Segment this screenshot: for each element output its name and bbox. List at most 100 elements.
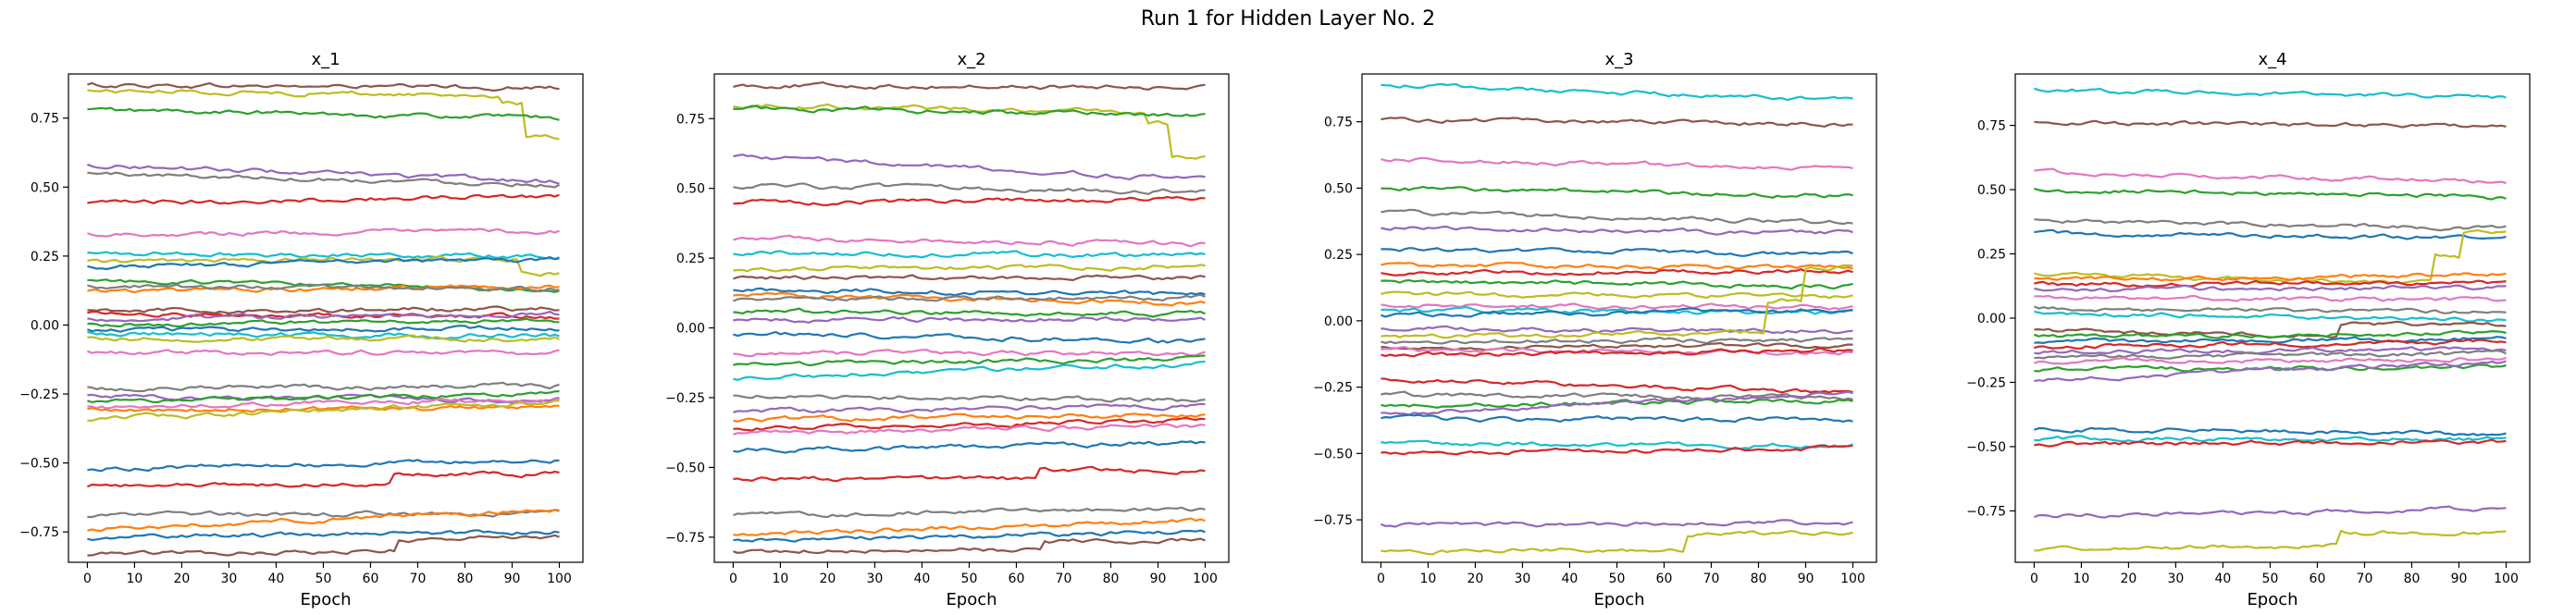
- series-line: [1381, 290, 1853, 300]
- x-tick-label: 90: [1150, 572, 1167, 586]
- x-tick-label: 30: [221, 572, 238, 586]
- series-line: [1381, 185, 1853, 199]
- y-tick-label: 0.00: [1324, 314, 1353, 329]
- series-line: [733, 412, 1206, 423]
- series-line: [87, 334, 560, 343]
- series-line: [87, 381, 560, 393]
- series-line: [733, 394, 1206, 403]
- subplot-title: x_3: [1604, 50, 1633, 69]
- x-tick-label: 10: [126, 572, 142, 586]
- series-line: [733, 360, 1206, 381]
- y-tick-label: −0.25: [1966, 375, 2006, 390]
- series-line: [87, 283, 560, 293]
- x-tick-label: 80: [1103, 572, 1120, 586]
- x-tick-label: 70: [1703, 572, 1720, 586]
- x-tick-label: 40: [1562, 572, 1579, 586]
- series-line: [2034, 529, 2507, 552]
- x-tick-label: 0: [729, 572, 737, 586]
- y-tick-label: −0.75: [1966, 504, 2006, 519]
- x-axis-label: Epoch: [2247, 590, 2297, 609]
- subplot-title: x_4: [2258, 50, 2286, 69]
- series-line: [2033, 505, 2507, 519]
- series-line: [2034, 426, 2507, 437]
- plot-frame: [68, 73, 584, 563]
- x-tick-label: 10: [1419, 572, 1436, 586]
- series-line: [1381, 346, 1853, 356]
- series-line: [1381, 264, 1853, 339]
- y-tick-label: −0.50: [19, 457, 59, 472]
- series-line: [2034, 329, 2507, 339]
- y-tick-label: 0.25: [31, 250, 59, 264]
- series-line: [1381, 268, 1853, 277]
- x-axis-label: Epoch: [1593, 590, 1644, 609]
- subplot-title: x_1: [311, 50, 340, 69]
- series-line: [1381, 226, 1853, 236]
- y-tick-label: −0.25: [665, 391, 705, 406]
- series-line: [86, 325, 560, 333]
- series-line: [733, 465, 1206, 483]
- x-tick-label: 70: [410, 572, 427, 586]
- series-group: [2033, 87, 2507, 552]
- y-tick-label: 0.50: [1977, 183, 2006, 198]
- y-tick-label: 0.25: [676, 252, 705, 266]
- y-tick-label: 0.50: [31, 180, 59, 195]
- series-line: [87, 256, 560, 271]
- x-tick-label: 20: [2121, 572, 2137, 586]
- x-tick-label: 0: [2030, 572, 2038, 586]
- series-line: [2034, 218, 2507, 232]
- x-tick-label: 50: [961, 572, 978, 586]
- subplot-2: x_2 0 10 20 30 40 50 60 70 80 90 100 −0.75 −0.50 −0.25…: [665, 50, 1230, 609]
- series-line: [87, 400, 560, 422]
- series-line: [732, 293, 1206, 302]
- series-line: [733, 506, 1206, 519]
- series-line: [733, 440, 1206, 454]
- series-line: [1381, 337, 1853, 345]
- series-line: [86, 470, 560, 488]
- series-line: [733, 529, 1206, 543]
- series-line: [87, 251, 560, 261]
- x-tick-label: 20: [820, 572, 836, 586]
- x-tick-label: 90: [2451, 572, 2468, 586]
- x-tick-label: 50: [316, 572, 332, 586]
- y-tick-label: −0.25: [1313, 381, 1353, 396]
- series-line: [2033, 305, 2507, 314]
- series-line: [733, 349, 1206, 358]
- series-line: [87, 330, 560, 340]
- series-line: [87, 89, 560, 141]
- x-tick-label: 80: [1751, 572, 1767, 586]
- x-tick-label: 100: [1840, 572, 1865, 586]
- series-line: [2034, 272, 2507, 282]
- series-line: [733, 402, 1206, 414]
- series-line: [1381, 377, 1853, 394]
- series-line: [87, 509, 560, 533]
- series-line: [87, 284, 560, 294]
- x-tick-label: 50: [2262, 572, 2279, 586]
- series-line: [87, 389, 560, 403]
- y-tick-label: −0.75: [1313, 513, 1353, 528]
- series-line: [87, 349, 560, 356]
- y-tick-label: 0.50: [676, 182, 705, 197]
- y-tick-label: −0.50: [1313, 447, 1353, 461]
- x-tick-label: 100: [547, 572, 572, 586]
- series-line: [87, 534, 560, 557]
- x-tick-label: 30: [867, 572, 884, 586]
- x-tick-label: 70: [1056, 572, 1072, 586]
- series-group: [732, 80, 1206, 555]
- x-tick-label: 100: [2494, 572, 2519, 586]
- y-tick-label: 0.50: [1324, 181, 1353, 196]
- series-line: [2034, 294, 2507, 302]
- series-line: [2034, 356, 2507, 365]
- y-tick-label: −0.75: [665, 531, 705, 546]
- series-line: [1381, 398, 1853, 409]
- y-tick-label: −0.50: [665, 461, 705, 475]
- series-line: [1381, 208, 1853, 226]
- series-line: [87, 81, 560, 92]
- series-line: [87, 305, 560, 314]
- y-tick-label: 0.25: [1977, 248, 2006, 263]
- x-tick-label: 40: [2215, 572, 2232, 586]
- series-line: [733, 274, 1206, 281]
- series-line: [1381, 341, 1853, 351]
- series-line: [733, 354, 1206, 367]
- series-line: [1381, 117, 1853, 128]
